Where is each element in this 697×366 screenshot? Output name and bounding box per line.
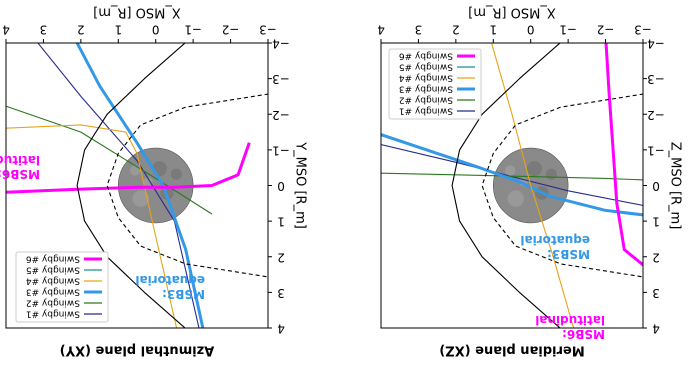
series-magnetopause	[106, 93, 268, 278]
legend-entry: Swingby #2	[399, 95, 453, 105]
y-tick-label: −4	[272, 37, 290, 51]
y-tick-label: −1	[647, 143, 665, 157]
planet-texture	[132, 190, 149, 207]
planet-texture	[170, 168, 182, 180]
x-tick-label: −1	[559, 23, 577, 37]
x-tick-label: −3	[259, 23, 277, 37]
series-bow-shock	[451, 43, 561, 328]
legend-entry: Swingby #4	[26, 276, 80, 286]
legend-entry: Swingby #3	[26, 287, 80, 297]
y-tick-label: 0	[277, 179, 285, 193]
annotation-label-line2: latitudinal	[0, 153, 40, 167]
series-swingby-1	[37, 43, 200, 328]
annotation-label-line2: latitudinal	[535, 313, 605, 327]
x-tick-label: 4	[377, 23, 385, 37]
legend-entry: Swingby #1	[399, 106, 453, 116]
legend-entry: Swingby #5	[26, 265, 80, 275]
legend-entry: Swingby #4	[399, 73, 453, 83]
annotation-label-line2: equatorial	[520, 233, 590, 247]
legend-entry: Swingby #6	[399, 51, 453, 61]
x-tick-label: 1	[489, 23, 497, 37]
legend-entry: Swingby #3	[399, 84, 453, 94]
y-tick-label: 4	[277, 322, 285, 336]
y-tick-label: −4	[647, 37, 665, 51]
x-tick-label: 2	[452, 23, 460, 37]
y-tick-label: −1	[272, 143, 290, 157]
series-bow-shock	[76, 43, 186, 328]
legend-entry: Swingby #1	[26, 309, 80, 319]
annotation-label: MSB6:	[562, 327, 605, 341]
x-axis-label: X_MSO [R_m]	[93, 5, 181, 20]
x-tick-label: 3	[40, 23, 48, 37]
planet-texture	[526, 161, 542, 177]
annotation-label: MSB6:	[0, 167, 40, 181]
x-tick-label: 2	[77, 23, 85, 37]
y-axis-label: Y_MSO [R_m]	[293, 141, 308, 229]
plot-area	[6, 43, 268, 328]
planet-texture	[143, 177, 153, 187]
legend-entry: Swingby #6	[26, 254, 80, 264]
x-tick-label: −3	[634, 23, 652, 37]
series-swingby-4	[490, 43, 575, 328]
y-tick-label: −2	[647, 108, 665, 122]
series-swingby-2	[381, 172, 643, 181]
x-tick-label: 1	[114, 23, 122, 37]
y-tick-label: 1	[277, 215, 285, 229]
annotation-label: MSB3:	[547, 247, 590, 261]
y-tick-label: 2	[277, 250, 285, 264]
plot-area	[381, 43, 643, 328]
legend-entry: Swingby #2	[26, 298, 80, 308]
series-swingby-6	[6, 142, 251, 194]
series-swingby-6	[604, 43, 643, 267]
y-tick-label: 4	[652, 322, 660, 336]
series-swingby-2	[6, 105, 213, 215]
planet-texture	[129, 165, 141, 176]
y-tick-label: −3	[272, 72, 290, 86]
planet-texture	[504, 165, 516, 176]
x-tick-label: 0	[527, 23, 535, 37]
y-axis-label: Z_MSO [R_m]	[668, 142, 683, 230]
legend-entry: Swingby #5	[399, 62, 453, 72]
y-tick-label: 1	[652, 215, 660, 229]
x-axis-label: X_MSO [R_m]	[468, 5, 556, 20]
planet-texture	[507, 190, 524, 207]
y-tick-label: −3	[647, 72, 665, 86]
y-tick-label: 3	[652, 286, 660, 300]
x-tick-label: −1	[184, 23, 202, 37]
y-tick-label: 0	[652, 179, 660, 193]
y-tick-label: 2	[652, 250, 660, 264]
y-tick-label: 3	[277, 286, 285, 300]
chart-title: Meridian plane (XZ)	[439, 343, 584, 358]
y-tick-label: −2	[272, 108, 290, 122]
annotation-label-line2: equatorial	[135, 273, 205, 287]
x-tick-label: 4	[2, 23, 10, 37]
annotation-label: MSB3:	[162, 287, 205, 301]
x-tick-label: 3	[415, 23, 423, 37]
x-tick-label: −2	[222, 23, 240, 37]
series-swingby-4	[6, 124, 178, 328]
x-tick-label: 0	[152, 23, 160, 37]
planet-texture	[545, 168, 557, 180]
chart-title: Azimuthal plane (XY)	[60, 343, 215, 358]
x-tick-label: −2	[597, 23, 615, 37]
series-magnetopause	[481, 93, 643, 278]
